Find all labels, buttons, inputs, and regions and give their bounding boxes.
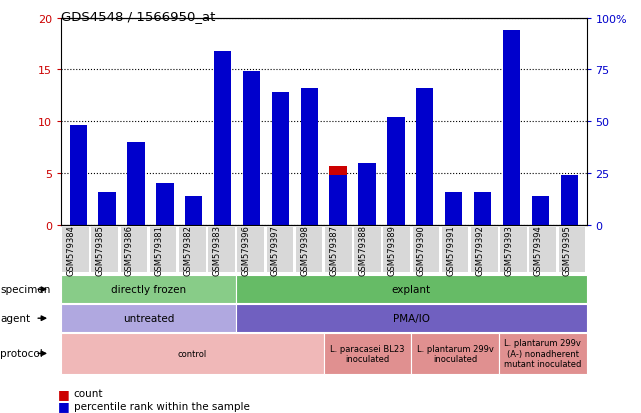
Text: GDS4548 / 1566950_at: GDS4548 / 1566950_at [61, 10, 215, 23]
Bar [185, 199, 203, 225]
Text: GSM579395: GSM579395 [563, 225, 572, 275]
Bar [70, 126, 87, 225]
Bar [214, 52, 231, 225]
Bar [503, 31, 520, 225]
Bar [70, 140, 87, 225]
Text: control: control [178, 349, 207, 358]
Text: agent: agent [0, 313, 30, 323]
Text: GSM579392: GSM579392 [476, 225, 485, 275]
Bar [358, 163, 376, 225]
Text: explant: explant [392, 285, 431, 294]
Text: ■: ■ [58, 399, 69, 412]
Text: GSM579390: GSM579390 [417, 225, 426, 275]
Bar [560, 176, 578, 225]
Text: GSM579387: GSM579387 [329, 224, 338, 275]
Bar [329, 166, 347, 225]
Bar [445, 199, 462, 225]
Text: directly frozen: directly frozen [111, 285, 186, 294]
Bar [474, 192, 491, 225]
Text: GSM579393: GSM579393 [504, 225, 513, 275]
Text: count: count [74, 388, 103, 398]
Text: GSM579382: GSM579382 [183, 225, 192, 275]
Text: GSM579397: GSM579397 [271, 225, 280, 275]
Text: GSM579389: GSM579389 [388, 225, 397, 275]
Text: specimen: specimen [0, 285, 51, 294]
Bar [185, 196, 203, 225]
Bar [329, 176, 347, 225]
Bar [387, 118, 404, 225]
Text: PMA/IO: PMA/IO [393, 313, 430, 323]
Text: GSM579396: GSM579396 [242, 225, 251, 275]
Bar [474, 199, 491, 225]
Text: L. plantarum 299v
inoculated: L. plantarum 299v inoculated [417, 344, 494, 363]
Bar [99, 194, 116, 225]
Text: GSM579398: GSM579398 [300, 225, 309, 275]
Bar [560, 184, 578, 225]
Bar [272, 135, 289, 225]
Bar [531, 196, 549, 225]
Text: GSM579383: GSM579383 [213, 224, 222, 275]
Text: GSM579391: GSM579391 [446, 225, 455, 275]
Text: GSM579384: GSM579384 [67, 225, 76, 275]
Text: GSM579388: GSM579388 [358, 224, 367, 275]
Bar [358, 163, 376, 225]
Bar [503, 50, 520, 225]
Text: L. paracasei BL23
inoculated: L. paracasei BL23 inoculated [330, 344, 404, 363]
Bar [243, 99, 260, 225]
Bar [301, 96, 318, 225]
Text: GSM579381: GSM579381 [154, 225, 163, 275]
Text: GSM579385: GSM579385 [96, 225, 104, 275]
Bar [445, 192, 462, 225]
Bar [416, 89, 433, 225]
Bar [99, 192, 116, 225]
Bar [272, 93, 289, 225]
Bar [243, 72, 260, 225]
Text: untreated: untreated [123, 313, 174, 323]
Text: protocol: protocol [0, 349, 43, 358]
Bar [128, 142, 145, 225]
Text: percentile rank within the sample: percentile rank within the sample [74, 401, 249, 411]
Text: ■: ■ [58, 387, 69, 400]
Text: L. plantarum 299v
(A-) nonadherent
mutant inoculated: L. plantarum 299v (A-) nonadherent mutan… [504, 339, 581, 368]
Bar [214, 75, 231, 225]
Text: GSM579394: GSM579394 [534, 225, 543, 275]
Bar [156, 184, 174, 225]
Bar [387, 123, 404, 225]
Bar [531, 215, 549, 225]
Bar [128, 147, 145, 225]
Text: GSM579386: GSM579386 [125, 224, 134, 275]
Bar [301, 89, 318, 225]
Bar [416, 106, 433, 225]
Bar [156, 184, 174, 225]
